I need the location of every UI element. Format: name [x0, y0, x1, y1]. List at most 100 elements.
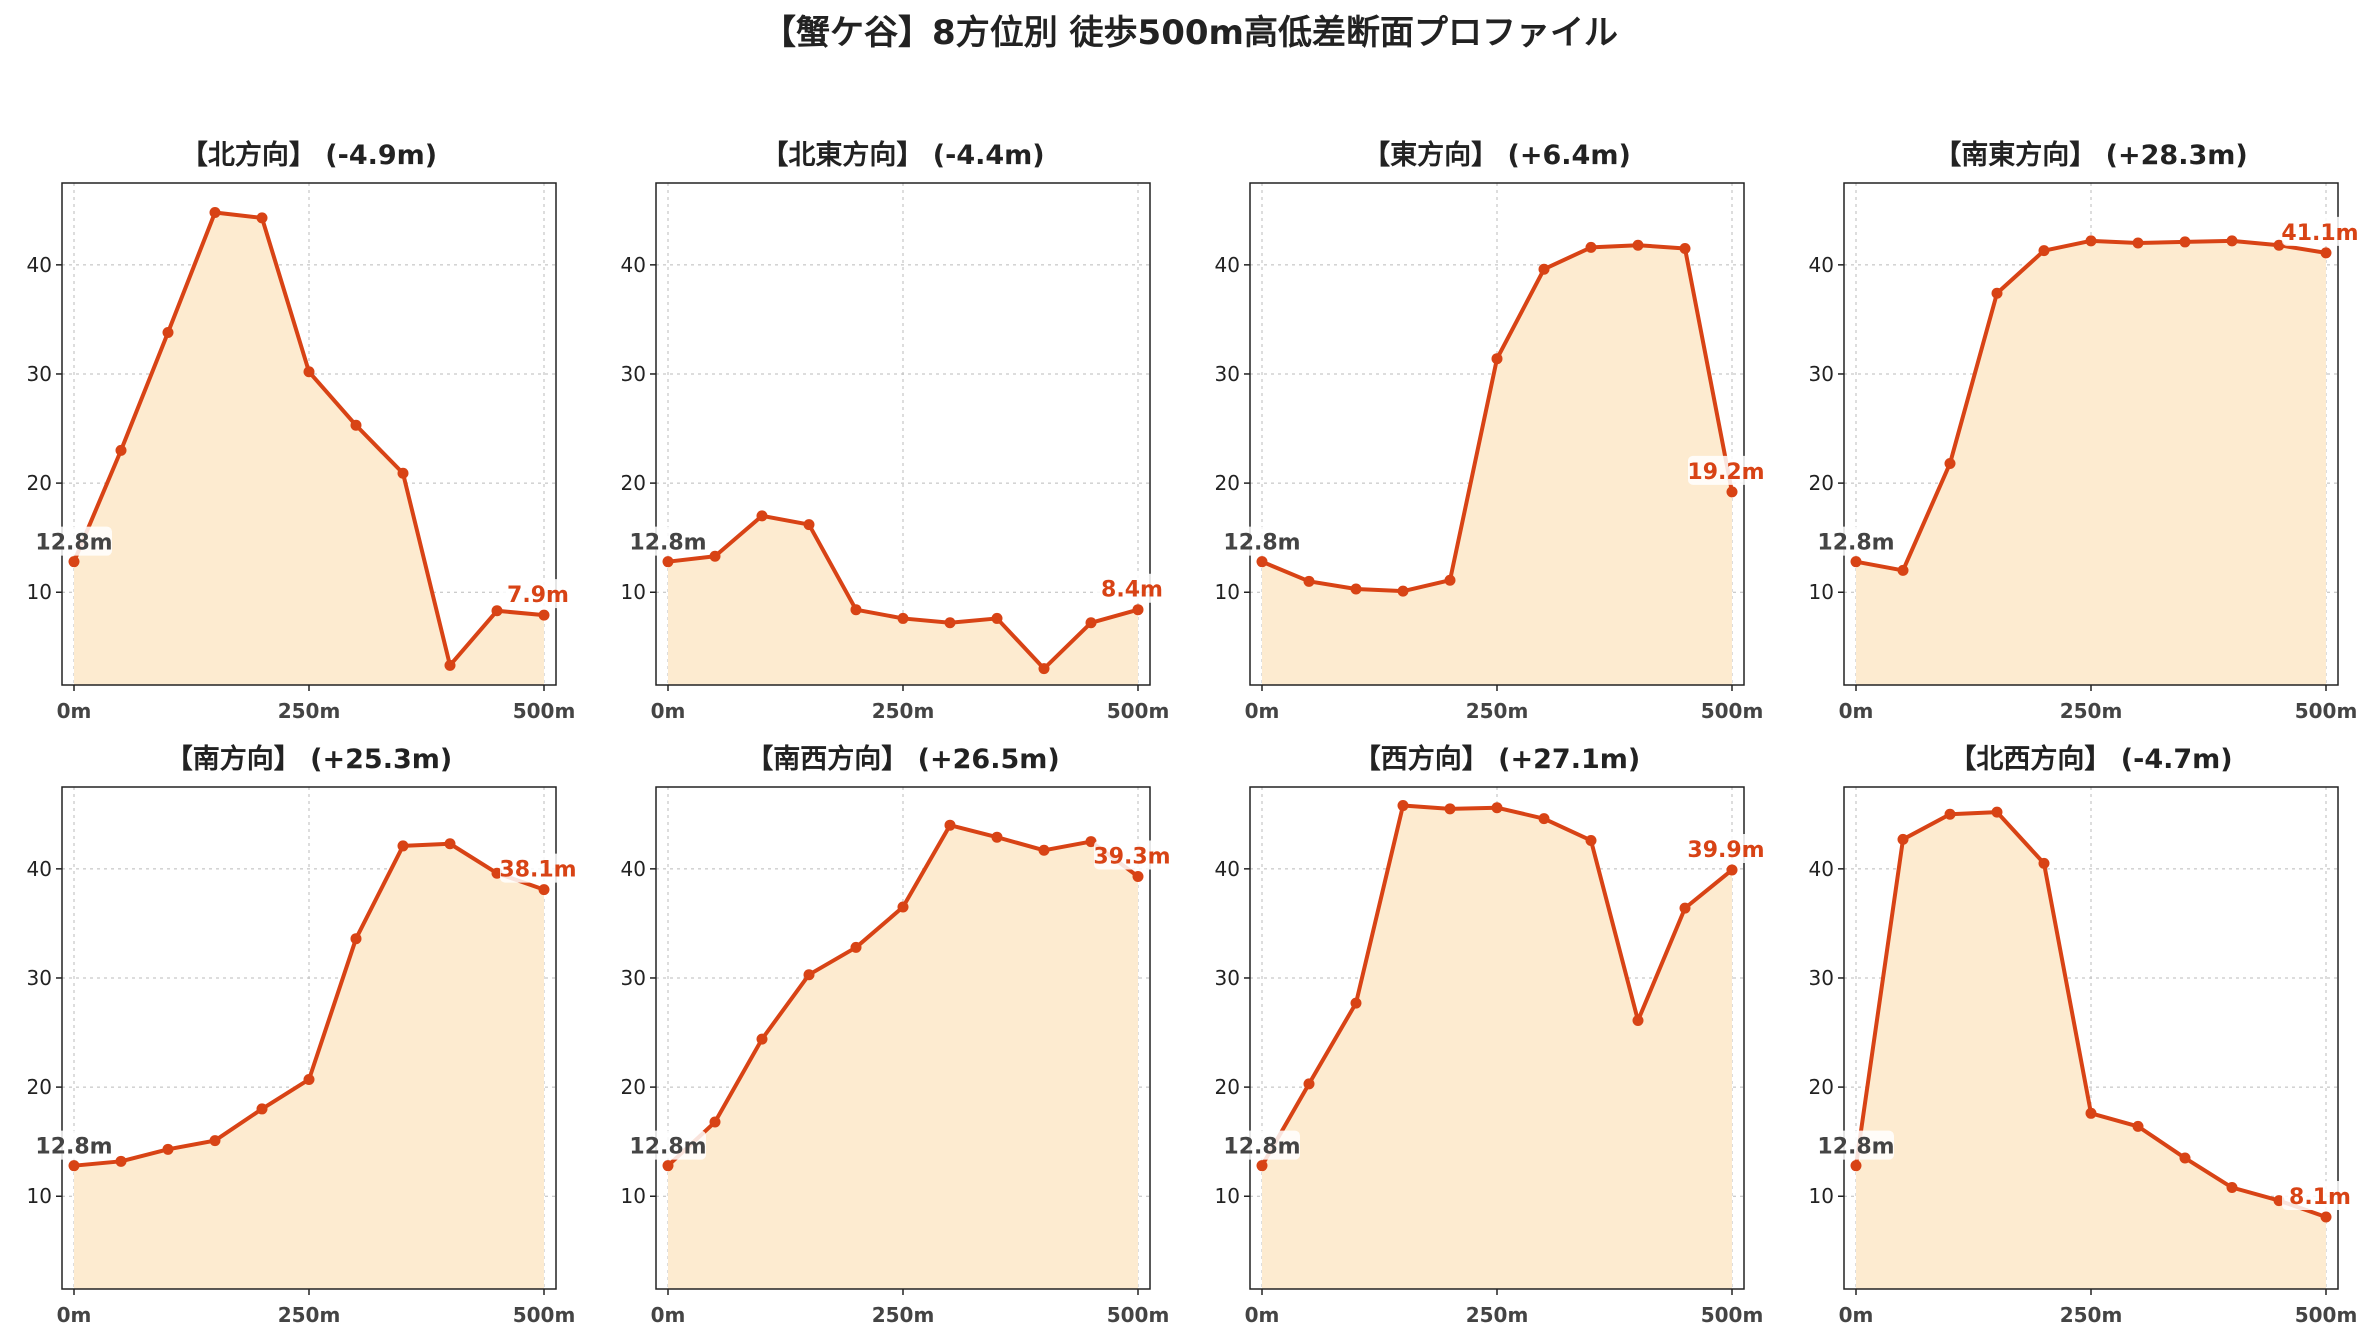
start-label-background [630, 526, 706, 556]
data-point [444, 659, 456, 671]
data-point [1132, 870, 1144, 882]
x-tick-label: 0m [57, 1303, 92, 1327]
data-point [162, 327, 174, 339]
start-elevation-label: 12.8m [1817, 531, 1894, 556]
data-point [538, 609, 550, 621]
x-tick-label: 250m [1466, 699, 1529, 723]
x-tick-label: 0m [57, 699, 92, 723]
x-tick-label: 500m [2295, 1303, 2358, 1327]
elevation-fill-area [668, 825, 1138, 1289]
y-tick-label: 40 [1809, 253, 1834, 277]
data-point [1350, 583, 1362, 595]
x-tick-label: 500m [1107, 1303, 1170, 1327]
end-elevation-label: 8.4m [1101, 578, 1163, 603]
data-point [850, 604, 862, 616]
subplot-3: 【東方向】 (+6.4m) 10 20 30 40 0m 250m 500m 12.8m 19.2… [1215, 139, 1765, 723]
y-tick-label: 10 [1809, 1184, 1834, 1208]
data-point [350, 419, 362, 431]
data-point [1397, 800, 1409, 812]
data-point [709, 1116, 721, 1128]
end-elevation-label: 41.1m [2281, 221, 2358, 246]
start-label-background [1818, 526, 1894, 556]
y-tick-label: 40 [1809, 857, 1834, 881]
x-tick-label: 250m [1466, 1303, 1529, 1327]
x-tick-label: 250m [2060, 699, 2123, 723]
y-tick-label: 30 [1809, 362, 1834, 386]
data-point [2226, 1182, 2238, 1194]
subplot-2: 【北東方向】 (-4.4m) 10 20 30 40 0m 250m 500m 12.8m 8.4… [621, 139, 1170, 723]
y-tick-label: 40 [27, 857, 52, 881]
elevation-fill-area [1262, 245, 1732, 685]
y-tick-label: 30 [1215, 966, 1240, 990]
end-elevation-label: 39.3m [1093, 844, 1170, 869]
end-elevation-label: 19.2m [1687, 460, 1764, 485]
data-point [709, 550, 721, 562]
end-elevation-label: 7.9m [507, 583, 569, 608]
x-tick-label: 0m [651, 699, 686, 723]
y-tick-label: 40 [621, 857, 646, 881]
data-point [991, 831, 1003, 843]
y-tick-label: 10 [1809, 580, 1834, 604]
panels: 【北方向】 (-4.9m) 10 20 30 40 0m 250m 500m 12.8m 7.9m… [27, 139, 2359, 1327]
elevation-fill-area [74, 212, 544, 685]
data-point [350, 933, 362, 945]
data-point [1585, 834, 1597, 846]
data-point [68, 1160, 80, 1172]
data-point [1726, 864, 1738, 876]
end-label-background [1094, 573, 1170, 603]
x-tick-label: 0m [1245, 1303, 1280, 1327]
data-point [1632, 1015, 1644, 1027]
start-label-background [36, 1130, 112, 1160]
data-point [850, 941, 862, 953]
data-point [1897, 564, 1909, 576]
data-point [1944, 457, 1956, 469]
end-label-background [1688, 455, 1764, 485]
start-elevation-label: 12.8m [1223, 1135, 1300, 1160]
data-point [662, 556, 674, 568]
end-label-background [2282, 216, 2358, 246]
y-tick-label: 10 [27, 580, 52, 604]
x-tick-label: 250m [2060, 1303, 2123, 1327]
data-point [803, 969, 815, 981]
data-point [1991, 287, 2003, 299]
data-point [991, 612, 1003, 624]
data-point [491, 605, 503, 617]
data-point [1256, 556, 1268, 568]
y-tick-label: 40 [1215, 857, 1240, 881]
subplot-title: 【北方向】 (-4.9m) [181, 139, 437, 171]
data-point [1538, 263, 1550, 275]
x-tick-label: 500m [513, 699, 576, 723]
y-tick-label: 20 [1215, 471, 1240, 495]
y-tick-label: 10 [1215, 1184, 1240, 1208]
data-point [756, 1033, 768, 1045]
end-elevation-label: 8.1m [2289, 1185, 2351, 1210]
y-tick-label: 20 [621, 1075, 646, 1099]
x-tick-label: 0m [1839, 699, 1874, 723]
data-point [803, 519, 815, 531]
subplot-6: 【南西方向】 (+26.5m) 10 20 30 40 0m 250m 500m 12.8m 39… [621, 743, 1171, 1327]
y-tick-label: 10 [27, 1184, 52, 1208]
end-label-background [2282, 1180, 2358, 1210]
start-label-background [1224, 526, 1300, 556]
elevation-fill-area [74, 843, 544, 1289]
data-point [2085, 235, 2097, 247]
subplot-1: 【北方向】 (-4.9m) 10 20 30 40 0m 250m 500m 12.8m 7.9m [27, 139, 576, 723]
subplot-title: 【南東方向】 (+28.3m) [1934, 139, 2247, 171]
data-point [1491, 802, 1503, 814]
start-label-background [1224, 1130, 1300, 1160]
x-tick-label: 500m [513, 1303, 576, 1327]
data-point [1132, 604, 1144, 616]
subplot-title: 【北東方向】 (-4.4m) [761, 139, 1044, 171]
x-tick-label: 250m [872, 1303, 935, 1327]
y-tick-label: 30 [27, 966, 52, 990]
data-point [1444, 803, 1456, 815]
subplot-title: 【南方向】 (+25.3m) [166, 743, 452, 775]
start-label-background [1818, 1130, 1894, 1160]
data-point [756, 510, 768, 522]
x-tick-label: 0m [651, 1303, 686, 1327]
data-point [2226, 235, 2238, 247]
y-tick-label: 30 [1215, 362, 1240, 386]
y-tick-label: 20 [27, 1075, 52, 1099]
data-point [209, 1135, 221, 1147]
data-point [256, 212, 268, 224]
